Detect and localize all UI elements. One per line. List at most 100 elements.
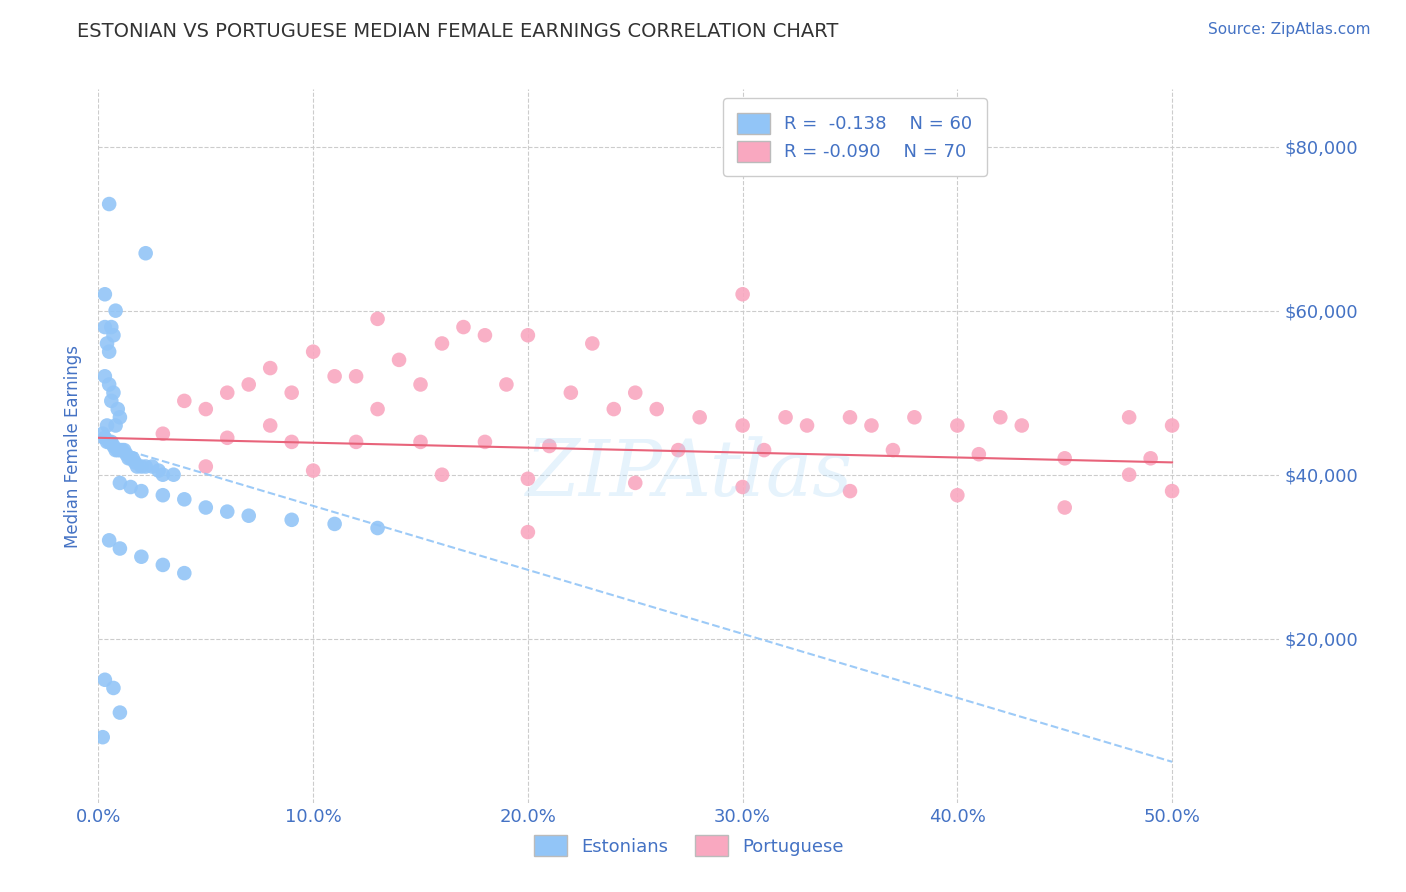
Point [860, 418, 883, 433]
Point [259, 361, 281, 376]
Point [603, 402, 626, 417]
Point [103, 681, 125, 695]
Point [100, 434, 122, 449]
Point [495, 377, 517, 392]
Point [94, 287, 117, 301]
Point [731, 287, 754, 301]
Point [108, 706, 131, 720]
Point [516, 328, 538, 343]
Point [108, 541, 131, 556]
Point [107, 443, 129, 458]
Point [217, 431, 239, 445]
Point [280, 434, 302, 449]
Point [104, 443, 127, 458]
Point [108, 410, 131, 425]
Point [581, 336, 603, 351]
Point [112, 443, 135, 458]
Point [903, 410, 925, 425]
Point [1139, 451, 1161, 466]
Point [98, 533, 121, 548]
Point [120, 451, 142, 466]
Point [131, 484, 153, 499]
Point [474, 328, 496, 343]
Point [280, 513, 302, 527]
Point [731, 418, 754, 433]
Point [96, 336, 118, 351]
Point [141, 459, 163, 474]
Point [173, 492, 195, 507]
Point [104, 303, 127, 318]
Y-axis label: Median Female Earnings: Median Female Earnings [65, 344, 83, 548]
Point [666, 443, 689, 458]
Point [131, 549, 153, 564]
Point [194, 500, 217, 515]
Point [103, 385, 125, 400]
Point [1118, 467, 1140, 482]
Point [323, 516, 346, 531]
Point [94, 673, 117, 687]
Point [1161, 484, 1184, 499]
Point [367, 402, 389, 417]
Point [367, 311, 389, 326]
Point [91, 730, 114, 744]
Point [1161, 418, 1184, 433]
Point [344, 434, 367, 449]
Point [752, 443, 775, 458]
Point [94, 369, 117, 384]
Point [117, 451, 139, 466]
Point [302, 344, 325, 359]
Point [91, 426, 114, 441]
Point [967, 447, 990, 461]
Point [103, 439, 125, 453]
Point [115, 447, 138, 461]
Point [689, 410, 711, 425]
Point [624, 385, 647, 400]
Point [538, 439, 561, 453]
Point [152, 467, 174, 482]
Point [259, 418, 281, 433]
Point [100, 393, 122, 408]
Point [108, 443, 131, 458]
Point [238, 508, 260, 523]
Point [111, 443, 134, 458]
Point [194, 402, 217, 417]
Point [409, 377, 432, 392]
Point [367, 521, 389, 535]
Point [988, 410, 1011, 425]
Point [108, 475, 131, 490]
Point [131, 459, 153, 474]
Point [96, 418, 118, 433]
Point [731, 480, 754, 494]
Point [148, 464, 170, 478]
Point [1011, 418, 1033, 433]
Point [516, 472, 538, 486]
Point [125, 459, 148, 474]
Point [645, 402, 668, 417]
Point [173, 393, 195, 408]
Point [98, 344, 121, 359]
Point [882, 443, 904, 458]
Point [98, 377, 121, 392]
Point [946, 488, 969, 502]
Point [624, 475, 647, 490]
Point [946, 418, 969, 433]
Point [96, 434, 118, 449]
Point [100, 320, 122, 334]
Point [104, 418, 127, 433]
Point [152, 488, 174, 502]
Point [173, 566, 195, 581]
Point [135, 459, 157, 474]
Point [516, 525, 538, 540]
Point [162, 467, 184, 482]
Point [409, 434, 432, 449]
Point [1053, 451, 1076, 466]
Point [103, 328, 125, 343]
Point [474, 434, 496, 449]
Point [280, 385, 302, 400]
Point [217, 505, 239, 519]
Point [152, 558, 174, 572]
Point [1118, 410, 1140, 425]
Point [124, 455, 146, 469]
Point [98, 434, 121, 449]
Point [302, 464, 325, 478]
